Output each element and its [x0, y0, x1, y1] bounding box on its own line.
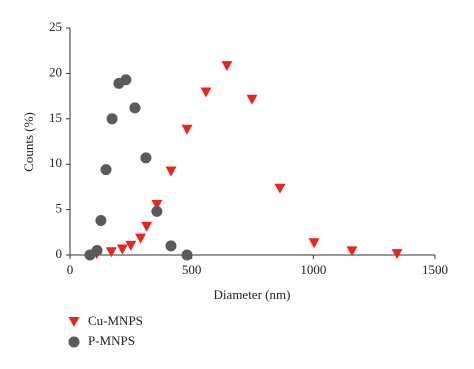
x-tick-label: 1500 — [422, 262, 448, 277]
point — [391, 249, 403, 260]
y-tick-label: 20 — [49, 64, 62, 79]
point — [135, 233, 147, 244]
y-tick-label: 10 — [49, 155, 62, 170]
point — [165, 240, 177, 252]
point — [106, 113, 118, 125]
point — [140, 152, 152, 164]
legend-marker — [68, 317, 80, 327]
legend-label: Cu-MNPS — [88, 313, 143, 328]
point — [181, 249, 193, 261]
point — [125, 240, 137, 251]
y-tick-label: 0 — [56, 246, 63, 261]
x-tick-label: 1000 — [300, 262, 326, 277]
y-axis-label: Counts (%) — [21, 112, 36, 172]
point — [151, 200, 163, 211]
point — [308, 238, 320, 249]
point — [246, 94, 258, 105]
legend-label: P-MNPS — [88, 333, 135, 348]
point — [129, 102, 141, 114]
x-axis-label: Diameter (nm) — [214, 287, 291, 302]
y-tick-label: 25 — [49, 19, 62, 34]
point — [274, 183, 286, 194]
x-tick-label: 0 — [67, 262, 74, 277]
point — [221, 61, 233, 72]
point — [116, 244, 128, 255]
y-tick-label: 5 — [56, 201, 63, 216]
point — [181, 124, 193, 135]
point — [120, 74, 132, 86]
point — [91, 244, 103, 256]
point — [200, 87, 212, 98]
point — [95, 214, 107, 226]
x-tick-label: 500 — [182, 262, 202, 277]
y-tick-label: 15 — [49, 110, 62, 125]
point — [346, 246, 358, 257]
legend-marker — [68, 336, 80, 348]
point — [141, 221, 153, 232]
point — [151, 205, 163, 217]
point — [100, 164, 112, 176]
point — [165, 166, 177, 177]
point — [105, 247, 117, 258]
